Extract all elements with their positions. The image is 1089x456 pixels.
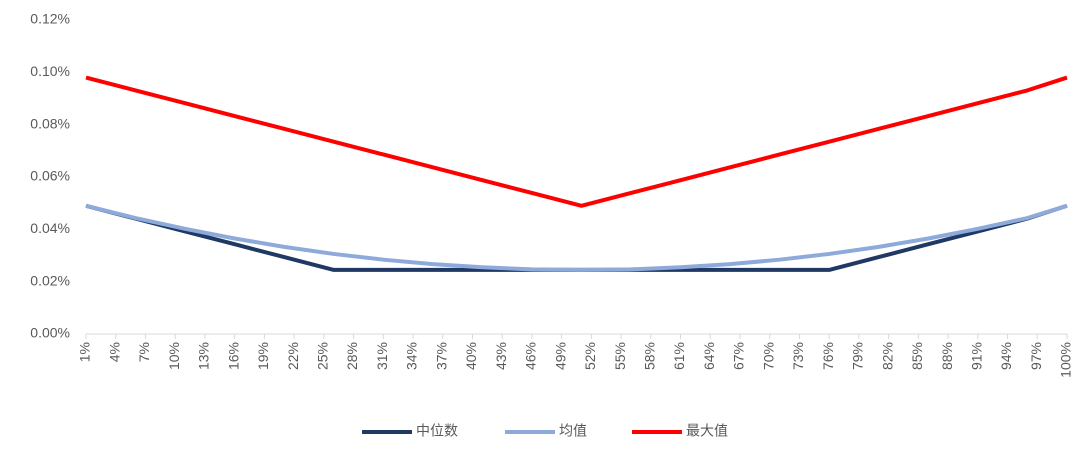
x-tick-label: 25% xyxy=(315,342,331,370)
x-tick-label: 49% xyxy=(552,342,568,370)
x-tick-label: 22% xyxy=(285,342,301,370)
y-tick-label: 0.12% xyxy=(30,11,70,27)
y-tick-label: 0.06% xyxy=(30,168,70,184)
x-tick-label: 16% xyxy=(225,342,241,370)
x-tick-label: 79% xyxy=(850,342,866,370)
line-series xyxy=(85,75,1068,208)
x-tick-label: 88% xyxy=(939,342,955,370)
line-series xyxy=(85,203,1068,272)
x-tick-label: 61% xyxy=(671,342,687,370)
y-tick-label: 0.02% xyxy=(30,272,70,288)
x-tick-label: 10% xyxy=(166,342,182,370)
x-tick-label: 28% xyxy=(344,342,360,370)
x-tick-label: 91% xyxy=(969,342,985,370)
y-tick-label: 0.04% xyxy=(30,220,70,236)
x-tick-label: 40% xyxy=(463,342,479,370)
x-tick-label: 55% xyxy=(612,342,628,370)
x-tick-label: 67% xyxy=(731,342,747,370)
x-tick-label: 70% xyxy=(760,342,776,370)
legend-label: 最大值 xyxy=(686,423,728,439)
x-tick-label: 4% xyxy=(106,342,122,362)
x-tick-label: 31% xyxy=(374,342,390,370)
x-tick-label: 97% xyxy=(1028,342,1044,370)
x-tick-label: 52% xyxy=(582,342,598,370)
y-tick-label: 0.00% xyxy=(30,325,70,341)
x-tick-label: 85% xyxy=(909,342,925,370)
x-tick-label: 13% xyxy=(196,342,212,370)
x-tick-label: 19% xyxy=(255,342,271,370)
legend-label: 中位数 xyxy=(416,423,458,439)
legend-label: 均值 xyxy=(559,423,587,439)
x-tick-label: 43% xyxy=(493,342,509,370)
x-tick-label: 64% xyxy=(701,342,717,370)
x-tick-label: 82% xyxy=(879,342,895,370)
x-tick-label: 73% xyxy=(790,342,806,370)
x-tick-label: 100% xyxy=(1058,342,1074,378)
x-tick-label: 1% xyxy=(77,342,93,362)
x-tick-label: 46% xyxy=(523,342,539,370)
x-tick-label: 34% xyxy=(404,342,420,370)
x-tick-label: 37% xyxy=(433,342,449,370)
y-tick-label: 0.10% xyxy=(30,63,70,79)
x-tick-label: 7% xyxy=(136,342,152,362)
y-tick-label: 0.08% xyxy=(30,115,70,131)
x-tick-label: 76% xyxy=(820,342,836,370)
x-tick-label: 58% xyxy=(642,342,658,370)
x-tick-label: 94% xyxy=(998,342,1014,370)
